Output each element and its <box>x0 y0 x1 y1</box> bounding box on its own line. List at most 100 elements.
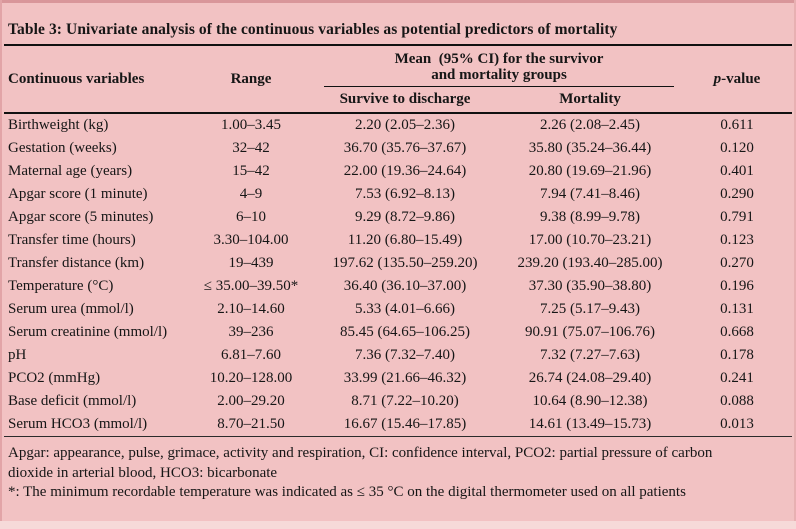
variable-cell: Birthweight (kg) <box>8 117 109 133</box>
table-sheet: Table 3: Univariate analysis of the cont… <box>4 0 793 503</box>
range-cell: 2.10–14.60 <box>217 301 285 317</box>
variable-cell: Serum urea (mmol/l) <box>8 301 134 317</box>
pvalue-cell: 0.178 <box>720 347 754 363</box>
mortality-cell: 35.80 (35.24–36.44) <box>528 140 652 156</box>
variable-cell: Apgar score (5 minutes) <box>8 209 154 225</box>
header-continuous-variables: Continuous variables <box>8 70 145 87</box>
survive-cell: 197.62 (135.50–259.20) <box>332 255 478 271</box>
mortality-cell: 7.25 (5.17–9.43) <box>540 301 640 317</box>
scan-edge-bottom <box>0 521 796 529</box>
header-mean-ci-group: Mean (95% CI) for the survivor and morta… <box>312 46 682 87</box>
mortality-cell: 9.38 (8.99–9.78) <box>540 209 640 225</box>
range-cell: 8.70–21.50 <box>217 416 285 432</box>
pvalue-cell: 0.668 <box>720 324 754 340</box>
footnote-temperature-note: *: The minimum recordable temperature wa… <box>8 484 686 500</box>
pvalue-cell: 0.196 <box>720 278 754 294</box>
survive-cell: 85.45 (64.65–106.25) <box>340 324 470 340</box>
header-p-value: p-value <box>682 46 792 113</box>
range-cell: 6–10 <box>236 209 266 225</box>
survive-cell: 9.29 (8.72–9.86) <box>355 209 455 225</box>
pvalue-cell: 0.611 <box>720 117 754 133</box>
univariate-analysis-table: Continuous variables Range Mean (95% CI)… <box>4 46 793 437</box>
table-row: Apgar score (5 minutes) 6–10 9.29 (8.72–… <box>4 206 792 229</box>
header-row-subgroups: Survive to discharge Mortality <box>4 87 792 113</box>
mortality-cell: 90.91 (75.07–106.76) <box>525 324 655 340</box>
survive-cell: 36.70 (35.76–37.67) <box>343 140 467 156</box>
header-p-rest: -value <box>721 70 761 87</box>
pvalue-cell: 0.290 <box>720 186 754 202</box>
table-row: PCO2 (mmHg) 10.20–128.00 33.99 (21.66–46… <box>4 367 792 390</box>
mortality-cell: 2.26 (2.08–2.45) <box>540 117 640 133</box>
table-row: Birthweight (kg) 1.00–3.45 2.20 (2.05–2.… <box>4 113 792 137</box>
pvalue-cell: 0.123 <box>720 232 754 248</box>
header-survive-to-discharge: Survive to discharge <box>339 91 471 107</box>
variable-cell: Serum creatinine (mmol/l) <box>8 324 168 340</box>
variable-cell: Transfer distance (km) <box>8 255 145 271</box>
table-row: Maternal age (years) 15–42 22.00 (19.36–… <box>4 160 792 183</box>
table-row: Transfer distance (km) 19–439 197.62 (13… <box>4 252 792 275</box>
footnote-abbreviations: Apgar: appearance, pulse, grimace, activ… <box>8 445 713 481</box>
table-footnotes: Apgar: appearance, pulse, grimace, activ… <box>4 437 764 503</box>
table-body: Birthweight (kg) 1.00–3.45 2.20 (2.05–2.… <box>4 113 793 437</box>
range-cell: 3.30–104.00 <box>213 232 289 248</box>
pvalue-cell: 0.131 <box>720 301 754 317</box>
pvalue-cell: 0.270 <box>720 255 754 271</box>
survive-cell: 16.67 (15.46–17.85) <box>343 416 467 432</box>
pvalue-cell: 0.401 <box>720 163 754 179</box>
survive-cell: 33.99 (21.66–46.32) <box>343 370 467 386</box>
mortality-cell: 239.20 (193.40–285.00) <box>517 255 663 271</box>
variable-cell: Gestation (weeks) <box>8 140 117 156</box>
variable-cell: Temperature (°C) <box>8 278 114 294</box>
header-row-group: Continuous variables Range Mean (95% CI)… <box>4 46 792 87</box>
table-row: pH 6.81–7.60 7.36 (7.32–7.40) 7.32 (7.27… <box>4 344 792 367</box>
pvalue-cell: 0.120 <box>720 140 754 156</box>
mortality-cell: 17.00 (10.70–23.21) <box>528 232 652 248</box>
header-mean-ci-lines: Mean (95% CI) for the survivor and morta… <box>324 51 675 87</box>
mortality-cell: 26.74 (24.08–29.40) <box>528 370 652 386</box>
variable-cell: Transfer time (hours) <box>8 232 136 248</box>
mortality-cell: 14.61 (13.49–15.73) <box>528 416 652 432</box>
range-cell: 4–9 <box>239 186 263 202</box>
variable-cell: PCO2 (mmHg) <box>8 370 101 386</box>
header-p-italic: p <box>713 70 722 87</box>
survive-cell: 5.33 (4.01–6.66) <box>355 301 455 317</box>
table-header: Continuous variables Range Mean (95% CI)… <box>4 46 793 113</box>
table-row: Serum urea (mmol/l) 2.10–14.60 5.33 (4.0… <box>4 298 792 321</box>
table-row: Serum HCO3 (mmol/l) 8.70–21.50 16.67 (15… <box>4 413 792 437</box>
survive-cell: 11.20 (6.80–15.49) <box>347 232 463 248</box>
survive-cell: 2.20 (2.05–2.36) <box>355 117 455 133</box>
survive-cell: 8.71 (7.22–10.20) <box>351 393 459 409</box>
range-cell: 32–42 <box>232 140 270 156</box>
pvalue-cell: 0.791 <box>720 209 754 225</box>
header-mean-ci-line1: Mean (95% CI) for the survivor <box>394 51 604 67</box>
mortality-cell: 7.32 (7.27–7.63) <box>540 347 640 363</box>
mortality-cell: 7.94 (7.41–8.46) <box>540 186 640 202</box>
variable-cell: Base deficit (mmol/l) <box>8 393 137 409</box>
scan-edge-right <box>794 0 796 529</box>
range-cell: 2.00–29.20 <box>217 393 285 409</box>
scan-edge-left <box>0 0 2 529</box>
table-row: Gestation (weeks) 32–42 36.70 (35.76–37.… <box>4 137 792 160</box>
table-row: Temperature (°C) ≤ 35.00–39.50* 36.40 (3… <box>4 275 792 298</box>
table-row: Base deficit (mmol/l) 2.00–29.20 8.71 (7… <box>4 390 792 413</box>
mortality-cell: 37.30 (35.90–38.80) <box>528 278 652 294</box>
variable-cell: pH <box>8 347 27 363</box>
pvalue-cell: 0.013 <box>720 416 754 432</box>
pvalue-cell: 0.088 <box>720 393 754 409</box>
survive-cell: 36.40 (36.10–37.00) <box>343 278 467 294</box>
variable-cell: Maternal age (years) <box>8 163 133 179</box>
variable-cell: Apgar score (1 minute) <box>8 186 148 202</box>
scan-edge-top <box>0 0 796 3</box>
survive-cell: 7.36 (7.32–7.40) <box>355 347 455 363</box>
range-cell: 39–236 <box>228 324 274 340</box>
table-row: Transfer time (hours) 3.30–104.00 11.20 … <box>4 229 792 252</box>
header-range: Range <box>230 70 272 87</box>
range-cell: 15–42 <box>232 163 270 179</box>
range-cell: 19–439 <box>228 255 274 271</box>
table-title: Table 3: Univariate analysis of the cont… <box>4 0 792 46</box>
variable-cell: Serum HCO3 (mmol/l) <box>8 416 148 432</box>
mortality-cell: 20.80 (19.69–21.96) <box>528 163 652 179</box>
range-cell: ≤ 35.00–39.50* <box>203 278 299 294</box>
table-row: Serum creatinine (mmol/l) 39–236 85.45 (… <box>4 321 792 344</box>
table-row: Apgar score (1 minute) 4–9 7.53 (6.92–8.… <box>4 183 792 206</box>
